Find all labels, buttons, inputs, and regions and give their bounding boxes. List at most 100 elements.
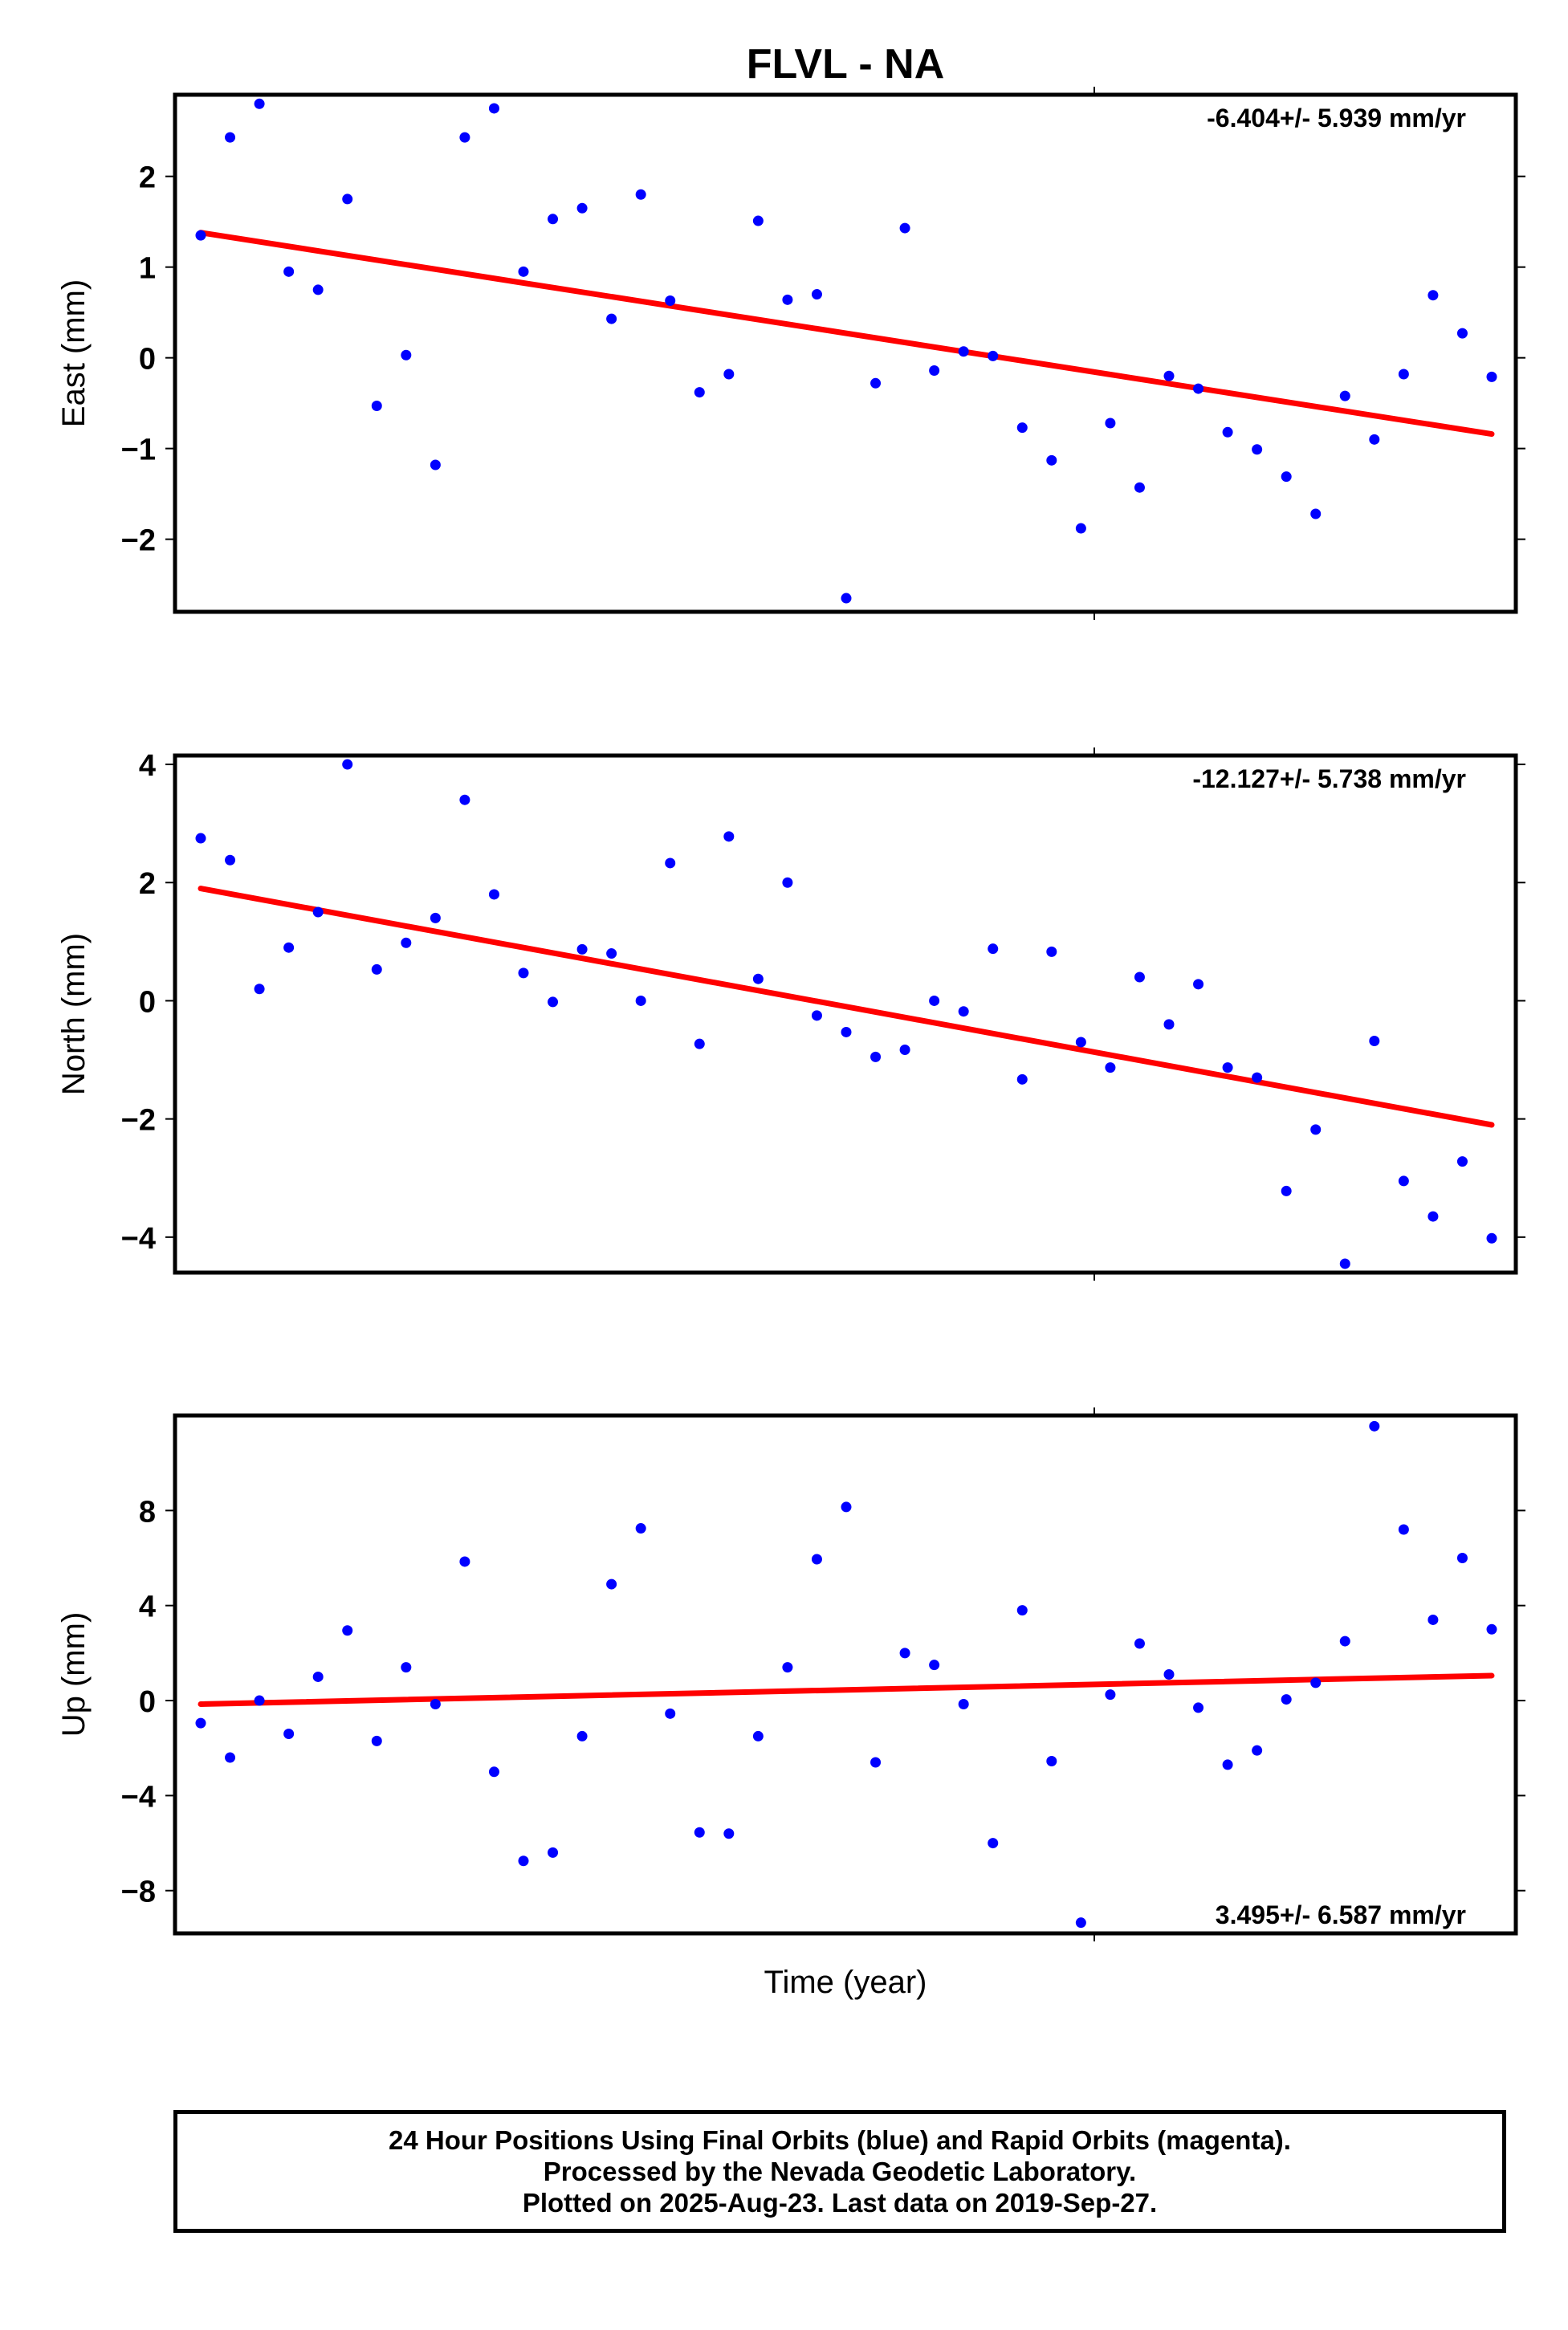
data-point-north (723, 831, 735, 842)
data-point-north (548, 996, 559, 1008)
data-point-east (371, 401, 382, 412)
data-point-up (635, 1523, 646, 1534)
y-tick-label: −4 (121, 1222, 156, 1256)
y-axis-label-up: Up (mm) (56, 1612, 92, 1737)
y-tick-label: 4 (139, 749, 156, 783)
data-point-north (342, 759, 353, 770)
data-point-north (1339, 1258, 1350, 1269)
data-point-east (459, 132, 470, 143)
data-point-up (752, 1730, 764, 1741)
data-point-east (342, 193, 353, 205)
data-point-north (283, 942, 295, 953)
data-point-east (811, 289, 822, 300)
data-point-up (518, 1855, 529, 1867)
data-point-up (958, 1698, 969, 1709)
data-point-east (988, 350, 999, 361)
data-point-up (342, 1625, 353, 1636)
data-point-up (1427, 1614, 1439, 1625)
data-point-east (1252, 444, 1263, 455)
data-point-north (1105, 1062, 1116, 1073)
data-point-up (811, 1554, 822, 1565)
data-point-up (312, 1671, 324, 1682)
panel-frame-north (173, 753, 1518, 1275)
chart-title: FLVL - NA (747, 41, 945, 88)
chart-panels: 2 1 0 −1 −2 -6.404+/- 5.939 mm/yr East (mm) 4 2 0… (56, 87, 1525, 1941)
data-point-east (723, 369, 735, 380)
data-point-up (371, 1735, 382, 1746)
data-point-north (312, 906, 324, 918)
data-point-up (1369, 1420, 1380, 1432)
data-point-east (576, 202, 588, 214)
data-point-east (606, 313, 617, 324)
data-point-north (811, 1010, 822, 1021)
data-point-east (1281, 471, 1292, 483)
data-point-east (1105, 418, 1116, 429)
data-point-north (752, 973, 764, 984)
panel-north: 4 2 0 −2 −4 -12.127+/- 5.738 mm/yr North (mm) (56, 747, 1525, 1281)
trend-line-up (198, 1672, 1495, 1707)
footer-info-box: 24 Hour Positions Using Final Orbits (bl… (173, 2110, 1506, 2233)
panel-frame-up (173, 1413, 1518, 1936)
data-point-north (635, 995, 646, 1006)
data-point-east (1016, 422, 1028, 434)
data-point-north (371, 963, 382, 975)
data-point-up (283, 1728, 295, 1739)
data-point-north (1486, 1232, 1497, 1244)
rate-annotation-north: -12.127+/- 5.738 mm/yr (1192, 764, 1466, 793)
data-point-north (1369, 1035, 1380, 1046)
rate-annotation-east: -6.404+/- 5.939 mm/yr (1207, 104, 1466, 132)
data-point-north (1281, 1185, 1292, 1196)
y-tick-label: 2 (139, 161, 156, 195)
data-point-up (1252, 1745, 1263, 1756)
data-point-north (459, 794, 470, 805)
y-tick-label: −8 (121, 1876, 156, 1909)
data-point-north (1193, 979, 1204, 990)
data-point-east (1193, 383, 1204, 394)
data-point-north (841, 1026, 852, 1037)
data-point-north (576, 943, 588, 955)
data-point-north (870, 1051, 882, 1062)
data-point-east (899, 222, 910, 234)
data-point-east (1486, 371, 1497, 382)
data-point-north (195, 833, 206, 844)
data-point-north (1427, 1211, 1439, 1222)
data-point-up (694, 1827, 705, 1838)
data-point-up (401, 1662, 412, 1673)
data-point-up (225, 1752, 236, 1763)
y-axis-label-north: North (mm) (56, 933, 92, 1095)
data-point-up (1163, 1669, 1175, 1680)
data-point-up (254, 1695, 265, 1706)
data-point-up (988, 1838, 999, 1849)
data-point-up (870, 1757, 882, 1768)
data-point-east (1222, 426, 1233, 438)
data-point-up (1193, 1702, 1204, 1713)
data-point-north (665, 857, 676, 869)
data-point-up (430, 1698, 441, 1709)
data-point-east (283, 266, 295, 277)
data-point-east (518, 266, 529, 277)
data-point-east (1427, 290, 1439, 301)
footer-line-orbits: 24 Hour Positions Using Final Orbits (bl… (389, 2125, 1291, 2155)
y-tick-label: 4 (139, 1591, 156, 1624)
data-point-north (1310, 1124, 1322, 1135)
data-point-east (1339, 390, 1350, 401)
data-point-east (312, 284, 324, 295)
data-point-up (195, 1717, 206, 1729)
data-point-east (401, 349, 412, 360)
data-point-north (1016, 1073, 1028, 1085)
data-point-up (929, 1660, 940, 1671)
data-point-up (1339, 1635, 1350, 1647)
data-point-north (1222, 1062, 1233, 1073)
data-point-east (1134, 482, 1145, 493)
data-point-up (1222, 1759, 1233, 1770)
y-tick-label: −2 (121, 524, 156, 558)
rate-annotation-up: 3.495+/- 6.587 mm/yr (1216, 1900, 1466, 1929)
data-point-east (1456, 328, 1468, 339)
data-point-east (1369, 434, 1380, 445)
data-point-up (723, 1828, 735, 1839)
data-point-east (841, 593, 852, 604)
panel-east: 2 1 0 −1 −2 -6.404+/- 5.939 mm/yr East (mm) (56, 87, 1525, 620)
data-point-north (1252, 1072, 1263, 1083)
data-point-north (1134, 972, 1145, 983)
data-point-east (1310, 508, 1322, 519)
